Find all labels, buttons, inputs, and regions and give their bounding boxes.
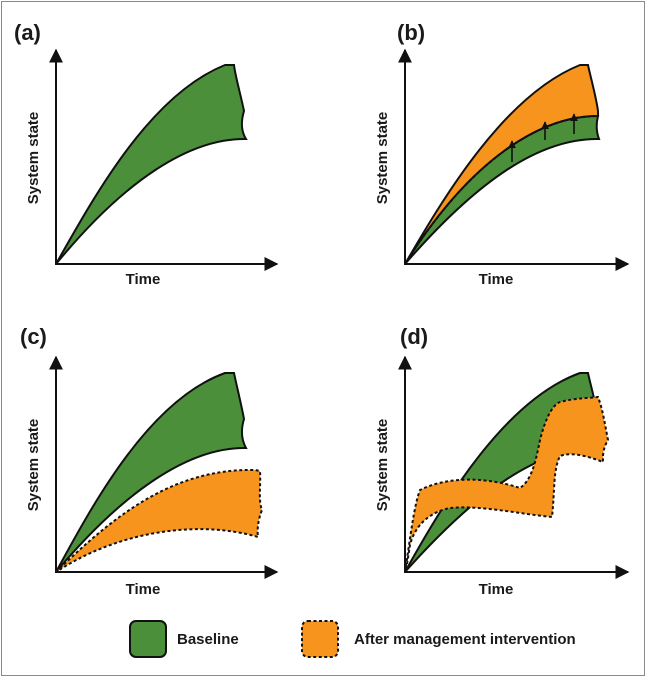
x-axis-label: Time — [479, 581, 514, 598]
panel-label: (b) — [397, 20, 425, 45]
x-axis-label: Time — [479, 271, 514, 288]
after-band — [55, 468, 264, 573]
x-axis-label: Time — [126, 271, 161, 288]
legend-after-label: After management intervention — [354, 631, 576, 648]
legend: Baseline After management intervention — [129, 620, 576, 658]
legend-baseline-swatch — [129, 620, 167, 658]
y-axis-label: System state — [374, 112, 391, 205]
y-axis-label: System state — [374, 419, 391, 512]
panel-c: (c) System state Time — [20, 324, 279, 598]
baseline-band — [55, 64, 248, 265]
after-band — [404, 395, 610, 573]
panel-b: (b) System state Time — [374, 20, 630, 288]
panel-label: (d) — [400, 324, 428, 349]
legend-after-swatch — [301, 620, 339, 658]
panel-label: (a) — [14, 20, 41, 45]
panel-a: (a) System state Time — [14, 20, 279, 288]
baseline-band — [55, 372, 248, 573]
panel-label: (c) — [20, 324, 47, 349]
y-axis-label: System state — [25, 419, 42, 512]
panel-d: (d) System state Time — [374, 324, 630, 598]
x-axis-label: Time — [126, 581, 161, 598]
after-lower-edge — [404, 115, 599, 265]
baseline-band — [404, 114, 601, 265]
legend-baseline-label: Baseline — [177, 631, 239, 648]
y-axis-label: System state — [25, 112, 42, 205]
